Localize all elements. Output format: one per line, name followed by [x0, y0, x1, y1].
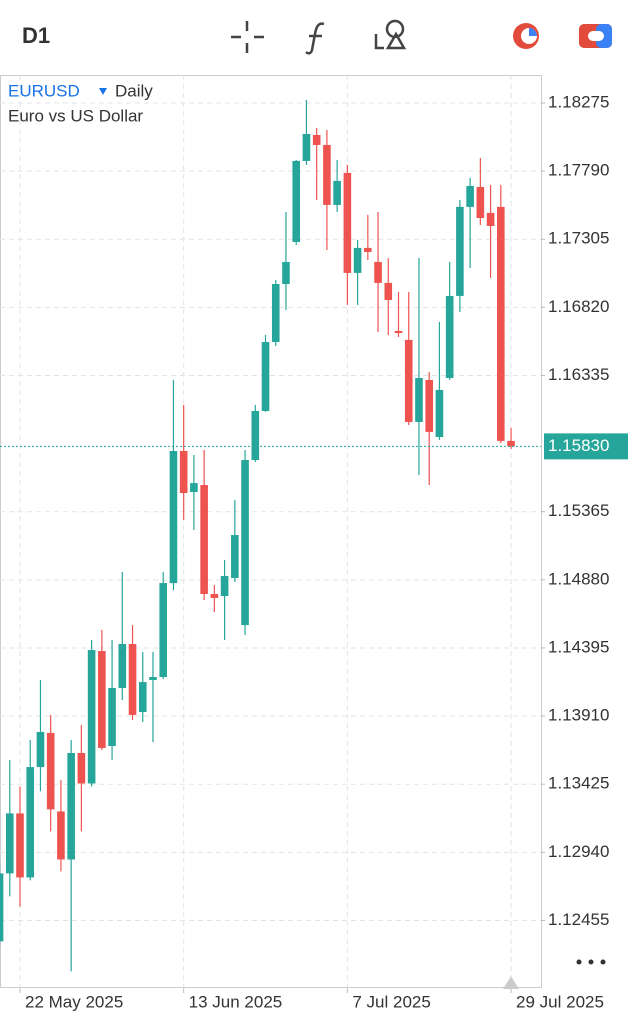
- symbol[interactable]: EURUSD: [8, 81, 80, 100]
- y-tick-label: 1.18275: [548, 92, 609, 111]
- candle-body: [241, 460, 249, 626]
- candle-body: [394, 330, 403, 334]
- candle-body: [497, 206, 505, 441]
- candle-body: [169, 451, 178, 584]
- x-tick-label: 29 Jul 2025: [516, 992, 604, 1011]
- y-tick-label: 1.15365: [548, 501, 609, 520]
- indicators-icon[interactable]: [305, 22, 325, 55]
- history-icon[interactable]: [513, 23, 539, 49]
- candle-body: [374, 261, 382, 283]
- candle-body: [159, 583, 168, 678]
- candle-body: [333, 180, 341, 205]
- candle-body: [57, 811, 65, 860]
- candle-body: [5, 813, 14, 874]
- x-tick-label: 13 Jun 2025: [189, 992, 283, 1011]
- chart-frame: [0, 75, 542, 988]
- candle-body: [200, 485, 208, 595]
- timeframe[interactable]: D1: [22, 23, 50, 48]
- candle-body: [190, 483, 198, 493]
- candle-body: [415, 377, 423, 422]
- candle-body: [108, 687, 116, 746]
- y-tick-label: 1.17790: [548, 161, 609, 180]
- candle-body: [128, 644, 137, 715]
- candle-body: [425, 379, 433, 432]
- last-price-label: 1.15830: [548, 436, 609, 455]
- candle-body: [271, 284, 280, 343]
- x-tick-label: 22 May 2025: [25, 992, 123, 1011]
- y-tick-label: 1.12455: [548, 910, 609, 929]
- period: Daily: [115, 81, 153, 100]
- y-tick-label: 1.14880: [548, 569, 609, 588]
- candle-body: [292, 160, 301, 243]
- candle-body: [210, 594, 219, 598]
- candle-body: [456, 206, 464, 296]
- y-tick-label: 1.17305: [548, 229, 609, 248]
- candle-body: [87, 650, 96, 784]
- candle-body: [46, 732, 55, 810]
- candle-body: [36, 731, 45, 768]
- candle-body: [343, 172, 352, 273]
- candle-body: [231, 535, 239, 578]
- candle-body: [282, 261, 290, 285]
- candle-body: [486, 212, 495, 226]
- candle-body: [364, 247, 372, 252]
- candle-body: [466, 185, 474, 207]
- candle-body: [261, 342, 270, 411]
- candle-body: [220, 576, 229, 596]
- candle-body: [323, 144, 331, 205]
- candle-body: [435, 389, 444, 437]
- scroll-marker[interactable]: [503, 976, 519, 989]
- candle-body: [445, 295, 454, 378]
- candle-body: [16, 813, 24, 878]
- candle-body: [179, 451, 188, 494]
- candle-body: [384, 282, 393, 301]
- candle-body: [0, 873, 4, 942]
- y-tick-label: 1.16335: [548, 365, 609, 384]
- symbol-dropdown[interactable]: [99, 88, 107, 95]
- candle-body: [251, 410, 260, 461]
- candle-body: [507, 440, 515, 447]
- description: Euro vs US Dollar: [8, 106, 143, 125]
- candle-body: [26, 767, 35, 878]
- candle-body: [312, 134, 321, 145]
- candle-body: [149, 677, 157, 680]
- candle-body: [353, 247, 362, 273]
- more-button[interactable]: [576, 959, 606, 965]
- candle-body: [302, 133, 311, 161]
- y-tick-label: 1.12940: [548, 842, 609, 861]
- x-tick-label: 7 Jul 2025: [352, 992, 430, 1011]
- crosshair-icon[interactable]: [231, 21, 264, 53]
- y-tick-label: 1.13910: [548, 706, 609, 725]
- candle-body: [67, 753, 75, 860]
- last-price-box: [544, 433, 628, 460]
- y-tick-label: 1.13425: [548, 774, 609, 793]
- candle-body: [98, 651, 106, 748]
- candle-body: [404, 339, 413, 422]
- objects-icon[interactable]: [374, 19, 407, 50]
- candle-body: [138, 682, 147, 712]
- candle-body: [476, 186, 485, 218]
- candle-body: [77, 753, 86, 784]
- candle-body: [118, 644, 127, 688]
- y-tick-label: 1.14395: [548, 637, 609, 656]
- trade-icon[interactable]: [579, 24, 612, 48]
- y-tick-label: 1.16820: [548, 297, 609, 316]
